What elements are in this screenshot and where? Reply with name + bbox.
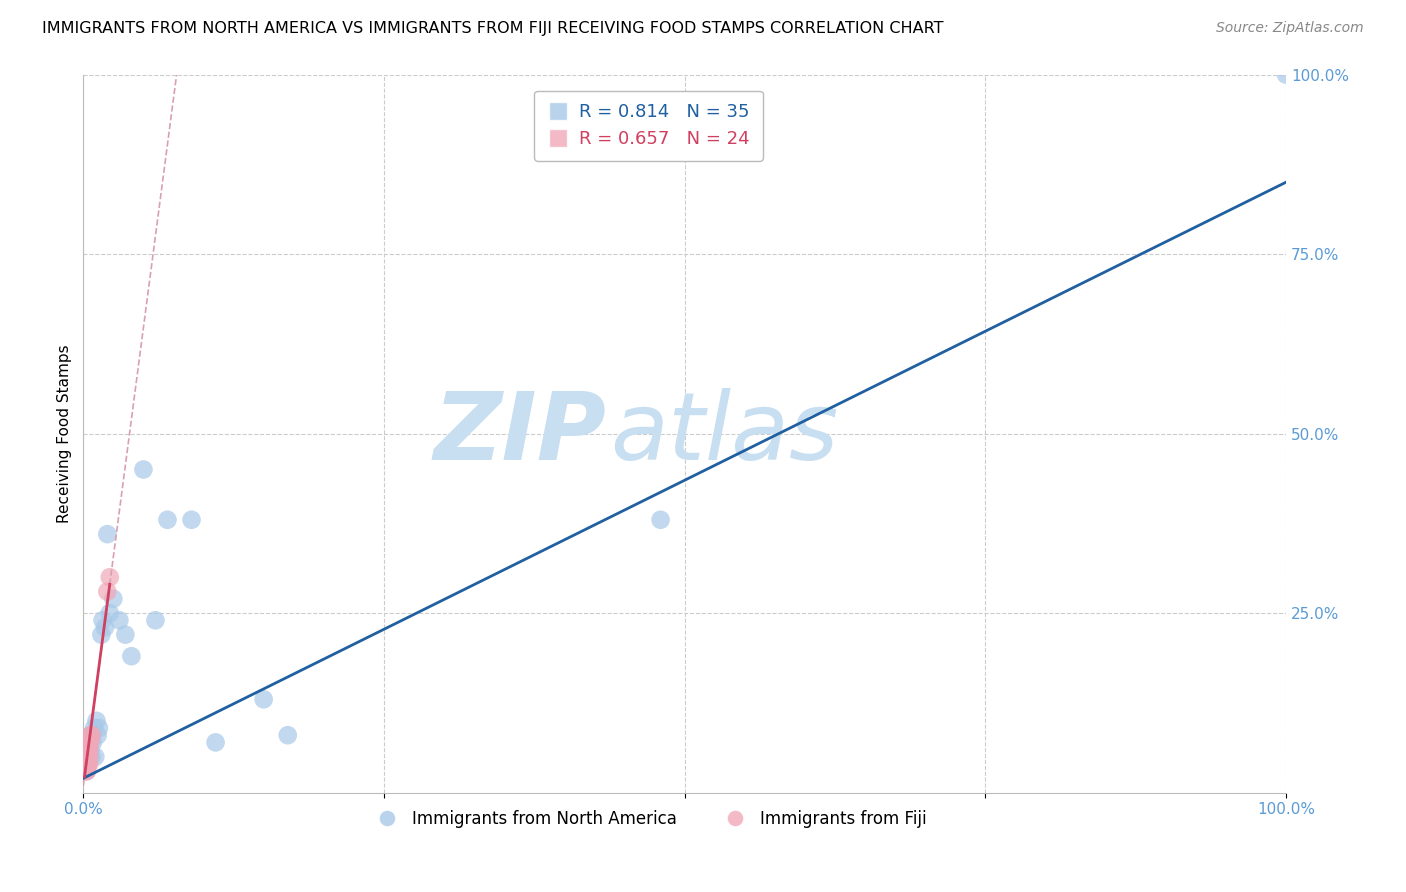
- Point: [77, 742, 100, 756]
- Text: IMMIGRANTS FROM NORTH AMERICA VS IMMIGRANTS FROM FIJI RECEIVING FOOD STAMPS CORR: IMMIGRANTS FROM NORTH AMERICA VS IMMIGRA…: [42, 21, 943, 37]
- Y-axis label: Receiving Food Stamps: Receiving Food Stamps: [58, 344, 72, 523]
- Point: [132, 462, 155, 476]
- Point: [87, 721, 110, 735]
- Point: [76, 756, 98, 771]
- Point: [80, 728, 103, 742]
- Point: [75, 756, 97, 771]
- Point: [120, 649, 142, 664]
- Point: [86, 714, 108, 728]
- Point: [90, 628, 112, 642]
- Point: [96, 527, 118, 541]
- Point: [1275, 68, 1298, 82]
- Point: [75, 764, 97, 778]
- Point: [277, 728, 299, 742]
- Point: [76, 749, 98, 764]
- Point: [79, 756, 101, 771]
- Point: [650, 513, 672, 527]
- Point: [98, 570, 121, 584]
- Point: [108, 613, 131, 627]
- Point: [79, 728, 101, 742]
- Point: [253, 692, 276, 706]
- Point: [79, 749, 101, 764]
- Point: [76, 749, 98, 764]
- Point: [84, 749, 107, 764]
- Point: [73, 749, 96, 764]
- Point: [77, 756, 100, 771]
- Point: [79, 742, 101, 756]
- Point: [96, 584, 118, 599]
- Point: [79, 742, 101, 756]
- Point: [87, 728, 110, 742]
- Point: [79, 735, 101, 749]
- Point: [91, 613, 114, 627]
- Point: [79, 749, 101, 764]
- Point: [73, 764, 96, 778]
- Point: [79, 735, 101, 749]
- Point: [75, 756, 97, 771]
- Point: [76, 764, 98, 778]
- Point: [77, 749, 100, 764]
- Point: [145, 613, 167, 627]
- Point: [114, 628, 136, 642]
- Point: [73, 756, 96, 771]
- Point: [204, 735, 226, 749]
- Text: atlas: atlas: [610, 388, 838, 479]
- Point: [180, 513, 202, 527]
- Point: [77, 735, 100, 749]
- Point: [75, 742, 97, 756]
- Point: [98, 606, 121, 620]
- Point: [156, 513, 179, 527]
- Point: [75, 749, 97, 764]
- Point: [94, 620, 117, 634]
- Point: [82, 735, 104, 749]
- Point: [76, 742, 98, 756]
- Point: [79, 728, 101, 742]
- Point: [83, 721, 105, 735]
- Point: [80, 728, 103, 742]
- Point: [80, 749, 103, 764]
- Text: ZIP: ZIP: [433, 388, 606, 480]
- Point: [77, 742, 100, 756]
- Text: Source: ZipAtlas.com: Source: ZipAtlas.com: [1216, 21, 1364, 36]
- Point: [103, 591, 125, 606]
- Point: [76, 764, 98, 778]
- Point: [76, 735, 98, 749]
- Point: [77, 756, 100, 771]
- Legend: Immigrants from North America, Immigrants from Fiji: Immigrants from North America, Immigrant…: [364, 804, 934, 835]
